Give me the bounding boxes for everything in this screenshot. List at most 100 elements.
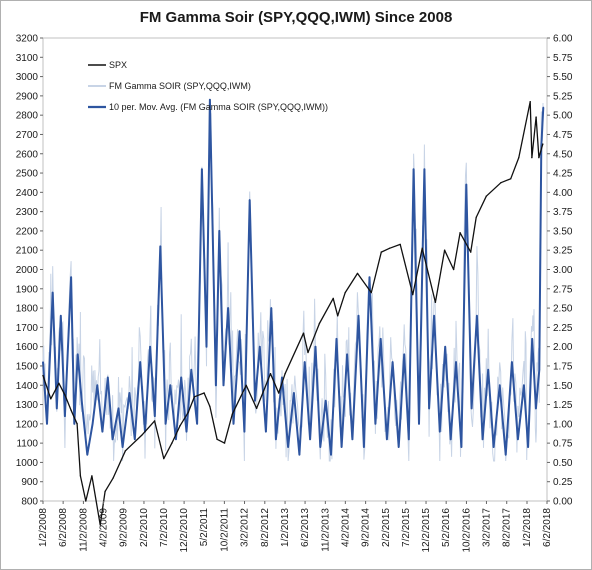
left-tick-label: 2500 (16, 169, 39, 180)
x-tick-label: 6/2/2008 (58, 508, 69, 547)
right-tick-label: 3.25 (553, 246, 573, 257)
moving-average-point (254, 399, 256, 402)
moving-average-point (139, 361, 141, 363)
moving-average-point (232, 423, 235, 425)
moving-average-point (101, 430, 104, 433)
moving-average-point (439, 430, 441, 433)
right-tick-label: 6.00 (553, 34, 573, 45)
moving-average-point (481, 438, 484, 441)
x-tick-label: 8/2/2012 (260, 508, 271, 547)
x-tick-label: 9/2/2014 (361, 508, 372, 547)
spx-point (332, 297, 334, 300)
spx-point (203, 392, 205, 394)
spx-point (380, 251, 382, 253)
moving-average-series (42, 98, 545, 456)
moving-average-point (293, 392, 295, 394)
spx-point (434, 301, 437, 303)
moving-average-point (180, 376, 182, 379)
spx-point (104, 490, 106, 493)
left-tick-label: 3100 (16, 53, 39, 64)
right-tick-label: 2.50 (553, 304, 573, 315)
spx-point (269, 373, 272, 375)
spx-point (50, 398, 52, 400)
spx-point (302, 332, 305, 334)
moving-average-point (470, 407, 473, 410)
moving-average-point (527, 446, 529, 448)
moving-average-point (259, 345, 261, 348)
moving-average-point (428, 407, 430, 410)
spx-point (124, 450, 127, 452)
moving-average-point (330, 453, 332, 456)
moving-average-point (107, 376, 109, 379)
moving-average-point (391, 361, 394, 363)
moving-average-point (215, 384, 217, 387)
legend: SPX FM Gamma SOIR (SPY,QQQ,IWM) 10 per. … (88, 60, 328, 112)
x-tick-label: 10/2/2011 (219, 508, 230, 552)
spx-point (344, 291, 346, 294)
spx-point (529, 101, 531, 103)
moving-average-point (523, 384, 525, 387)
spx-point (112, 477, 114, 479)
left-tick-label: 1800 (16, 304, 39, 315)
moving-average-point (476, 315, 478, 317)
left-tick-label: 3000 (16, 72, 39, 83)
left-tick-label: 3200 (16, 34, 39, 45)
moving-average-point (169, 384, 172, 387)
right-tick-label: 3.75 (553, 207, 573, 218)
spx-point (284, 373, 286, 375)
x-tick-label: 5/2/2016 (441, 508, 452, 547)
moving-average-point (270, 307, 273, 309)
moving-average-point (209, 98, 211, 101)
x-tick-label: 11/2/2008 (78, 508, 89, 552)
x-tick-label: 9/2/2009 (119, 508, 130, 547)
moving-average-point (412, 168, 415, 170)
x-tick-label: 5/2/2011 (199, 508, 210, 547)
chart-title: FM Gamma Soir (SPY,QQQ,IWM) Since 2008 (139, 9, 453, 26)
moving-average-point (498, 384, 501, 387)
right-tick-label: 5.75 (553, 53, 573, 64)
spx-point (85, 500, 87, 502)
left-tick-label: 1600 (16, 342, 39, 353)
right-tick-label: 0.00 (553, 497, 573, 508)
left-tick-label: 1200 (16, 419, 39, 430)
left-y-axis: 800 900 1000 1100 1200 1300 1400 1500 1600 1700 18… (16, 34, 43, 508)
moving-average-point (363, 446, 365, 448)
moving-average-point (465, 183, 468, 186)
spx-series (42, 101, 544, 526)
spx-line (42, 101, 544, 526)
left-tick-label: 1000 (16, 458, 39, 469)
x-tick-label: 6/2/2018 (542, 508, 553, 547)
moving-average-point (535, 407, 537, 410)
moving-average-point (408, 438, 410, 441)
x-tick-label: 8/2/2017 (502, 508, 513, 547)
legend-label-moving-average: 10 per. Mov. Avg. (FM Gamma SOIR (SPY,QQ… (109, 102, 328, 112)
spx-point (179, 425, 181, 427)
spx-point (535, 116, 537, 118)
x-tick-label: 3/2/2017 (481, 508, 492, 547)
spx-point (76, 423, 78, 425)
spx-point (171, 442, 173, 444)
moving-average-point (185, 430, 188, 433)
spx-point (231, 413, 233, 415)
right-tick-label: 5.00 (553, 111, 573, 122)
right-tick-label: 2.00 (553, 342, 573, 353)
moving-average-point (492, 446, 495, 448)
x-tick-label: 7/2/2010 (159, 508, 170, 547)
moving-average-point (248, 199, 251, 201)
x-tick-label: 1/2/2018 (522, 508, 533, 547)
x-tick-label: 2/2/2010 (139, 508, 150, 547)
right-tick-label: 2.25 (553, 323, 573, 334)
moving-average-point (218, 230, 221, 232)
left-tick-label: 1400 (16, 381, 39, 392)
moving-average-point (303, 361, 306, 363)
moving-average-point (86, 453, 89, 456)
right-tick-label: 0.75 (553, 439, 573, 450)
x-tick-label: 4/2/2009 (98, 508, 109, 547)
moving-average-point (42, 361, 44, 363)
right-tick-label: 4.50 (553, 149, 573, 160)
right-tick-label: 0.25 (553, 477, 573, 488)
x-tick-label: 10/2/2016 (461, 508, 472, 553)
right-tick-label: 2.75 (553, 284, 573, 295)
spx-point (485, 195, 487, 197)
left-tick-label: 2700 (16, 130, 39, 141)
